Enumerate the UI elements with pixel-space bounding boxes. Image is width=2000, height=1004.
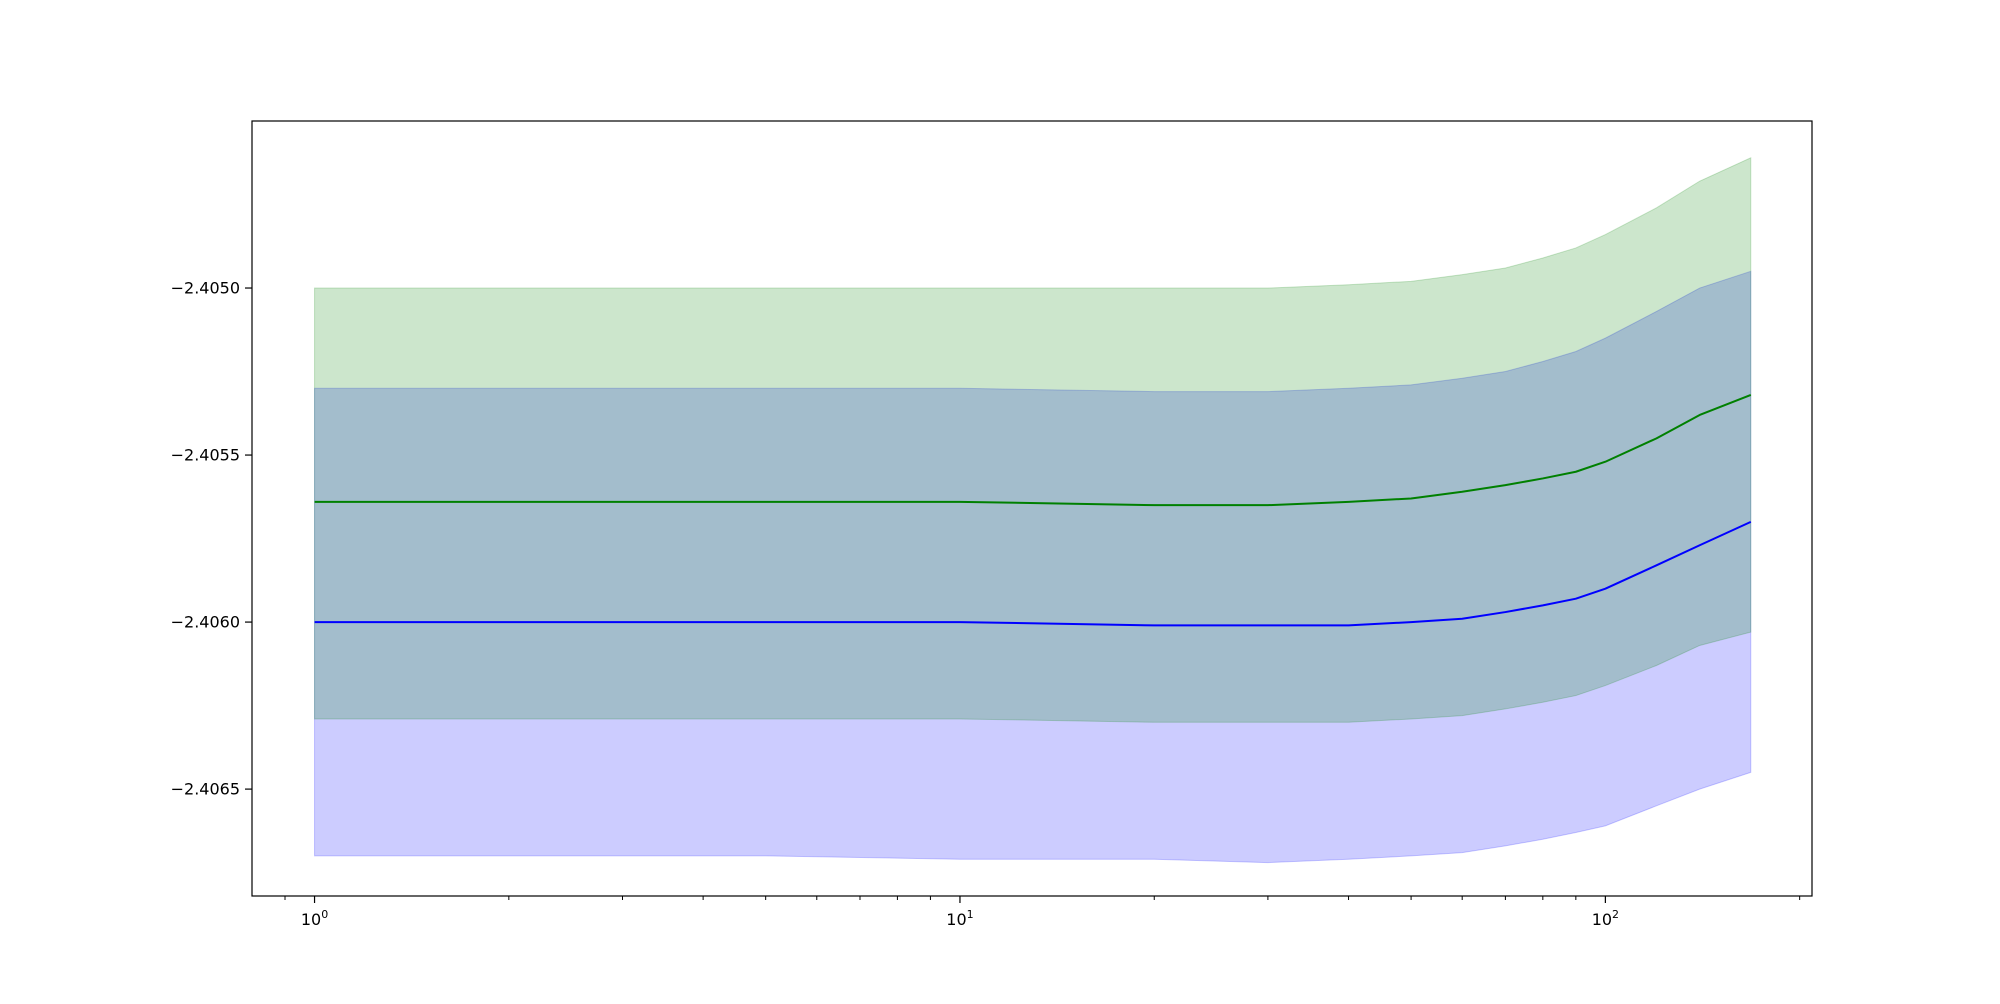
x-tick-label: 102 <box>1592 908 1619 929</box>
series-0-band <box>314 270 1752 864</box>
series-1-line <box>314 393 1752 507</box>
y-tick-label: −2.4055 <box>171 446 240 465</box>
series-0-line <box>314 520 1752 627</box>
y-tick-label: −2.4050 <box>171 279 240 298</box>
y-tick-label: −2.4060 <box>171 613 240 632</box>
x-tick-label: 101 <box>946 908 973 929</box>
series-1-band <box>314 156 1752 723</box>
plot-frame <box>251 120 1813 897</box>
y-axis: −2.4050 −2.4055 −2.4060 −2.4065 <box>171 279 252 799</box>
x-axis: 100 101 102 <box>284 896 1801 929</box>
lines-layer <box>314 393 1752 627</box>
bands-layer <box>314 156 1752 864</box>
y-tick-label: −2.4065 <box>171 780 240 799</box>
x-tick-label: 100 <box>301 908 328 929</box>
